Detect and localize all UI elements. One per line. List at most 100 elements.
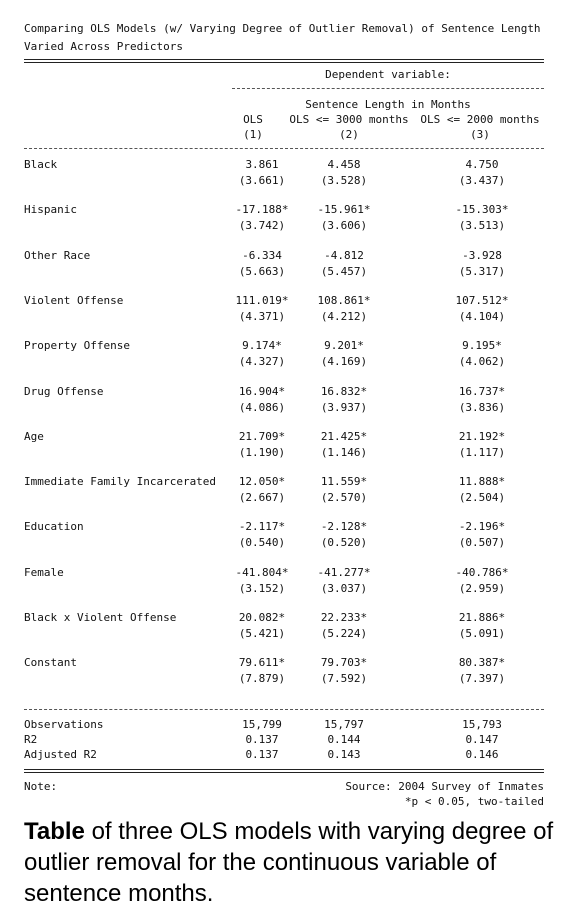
model-3-name: OLS <= 2000 months — [420, 113, 540, 126]
top-double-rule — [24, 59, 544, 63]
standard-error: (3.836) — [458, 401, 506, 414]
standard-error: (7.879) — [238, 672, 286, 685]
standard-error: (5.224) — [320, 627, 368, 640]
standard-error: (4.086) — [238, 401, 286, 414]
coefficient-cell: -3.928 (5.317) — [432, 248, 532, 280]
coefficient-value: 79.703* — [320, 656, 368, 669]
coefficient-cell: -2.196* (0.507) — [432, 519, 532, 551]
coefficient-value: 4.750 — [465, 158, 499, 171]
standard-error: (5.457) — [320, 265, 368, 278]
dependent-variable-label: Dependent variable: — [325, 68, 451, 81]
coefficient-cell: 21.886* (5.091) — [432, 610, 532, 642]
standard-error: (1.117) — [458, 446, 506, 459]
coefficient-value: -15.303* — [455, 203, 509, 216]
coefficient-value: -6.334 — [242, 249, 282, 262]
row-label: Drug Offense — [24, 385, 104, 398]
coefficient-value: 11.559* — [320, 475, 368, 488]
coefficient-value: -15.961* — [317, 203, 371, 216]
row-label: Constant — [24, 656, 77, 669]
model-3-number: (3) — [470, 128, 490, 141]
bottom-double-rule — [24, 769, 544, 773]
statistic-label: R2 — [24, 733, 38, 746]
caption-text: of three OLS models with varying degree … — [24, 818, 554, 907]
standard-error: (1.190) — [238, 446, 286, 459]
coefficient-value: -41.277* — [317, 566, 371, 579]
row-label: Female — [24, 566, 64, 579]
coefficient-cell: 12.050* (2.667) — [222, 474, 302, 506]
standard-error: (3.513) — [458, 219, 506, 232]
coefficient-value: 21.192* — [458, 430, 506, 443]
model-2-name: OLS <= 3000 months — [289, 113, 409, 126]
coefficient-cell: -2.117* (0.540) — [222, 519, 302, 551]
coefficient-value: -2.128* — [320, 520, 368, 533]
coefficient-value: -2.117* — [238, 520, 286, 533]
coefficient-cell: 22.233* (5.224) — [304, 610, 384, 642]
coefficient-cell: 107.512* (4.104) — [432, 293, 532, 325]
coefficient-value: 21.425* — [320, 430, 368, 443]
standard-error: (5.663) — [238, 265, 286, 278]
statistic-value: 0.137 — [245, 748, 279, 761]
coefficient-value: 79.611* — [238, 656, 286, 669]
statistic-value: 15,797 — [324, 718, 364, 731]
coefficient-cell: 79.703* (7.592) — [304, 655, 384, 687]
coefficient-value: 111.019* — [235, 294, 289, 307]
coefficient-cell: -40.786* (2.959) — [432, 565, 532, 597]
row-label: Violent Offense — [24, 294, 124, 307]
table-title-line1: Comparing OLS Models (w/ Varying Degree … — [24, 22, 541, 35]
coefficient-value: 21.886* — [458, 611, 506, 624]
coefficient-cell: -17.188* (3.742) — [222, 202, 302, 234]
row-label: Immediate Family Incarcerated — [24, 475, 217, 488]
standard-error: (3.606) — [320, 219, 368, 232]
standard-error: (5.317) — [458, 265, 506, 278]
standard-error: (3.742) — [238, 219, 286, 232]
coefficient-value: 9.195* — [462, 339, 502, 352]
coefficient-value: -17.188* — [235, 203, 289, 216]
standard-error: (2.504) — [458, 491, 506, 504]
coefficient-value: 4.458 — [327, 158, 361, 171]
statistic-label: Observations — [24, 718, 104, 731]
coefficient-value: 12.050* — [238, 475, 286, 488]
row-label: Hispanic — [24, 203, 77, 216]
standard-error: (3.937) — [320, 401, 368, 414]
coefficient-cell: -41.804* (3.152) — [222, 565, 302, 597]
coefficient-cell: 4.750 (3.437) — [432, 157, 532, 189]
standard-error: (3.152) — [238, 582, 286, 595]
standard-error: (5.421) — [238, 627, 286, 640]
stats-top-rule — [24, 709, 544, 710]
row-label: Other Race — [24, 249, 91, 262]
standard-error: (4.327) — [238, 355, 286, 368]
standard-error: (3.528) — [320, 174, 368, 187]
coefficient-value: -3.928 — [462, 249, 502, 262]
model-2-number: (2) — [339, 128, 359, 141]
coefficient-cell: 4.458 (3.528) — [304, 157, 384, 189]
standard-error: (7.592) — [320, 672, 368, 685]
coefficient-cell: 21.709* (1.190) — [222, 429, 302, 461]
standard-error: (0.520) — [320, 536, 368, 549]
coefficient-cell: 11.559* (2.570) — [304, 474, 384, 506]
coefficient-cell: 21.192* (1.117) — [432, 429, 532, 461]
note-source: Source: 2004 Survey of Inmates — [345, 780, 544, 793]
note-significance: *p < 0.05, two-tailed — [404, 795, 544, 808]
standard-error: (4.169) — [320, 355, 368, 368]
coefficient-value: 107.512* — [455, 294, 509, 307]
coefficient-cell: 79.611* (7.879) — [222, 655, 302, 687]
standard-error: (5.091) — [458, 627, 506, 640]
model-1-number: (1) — [243, 128, 263, 141]
standard-error: (1.146) — [320, 446, 368, 459]
standard-error: (7.397) — [458, 672, 506, 685]
coefficient-value: -40.786* — [455, 566, 509, 579]
statistic-label: Adjusted R2 — [24, 748, 97, 761]
caption-bold: Table — [24, 818, 85, 845]
statistic-value: 0.146 — [465, 748, 499, 761]
coefficient-value: 11.888* — [458, 475, 506, 488]
note-label: Note: — [24, 780, 58, 793]
model-1-name: OLS — [243, 113, 263, 126]
statistic-value: 0.143 — [327, 748, 361, 761]
coefficient-value: 16.737* — [458, 385, 506, 398]
coefficient-cell: 9.195* (4.062) — [432, 338, 532, 370]
coefficient-value: 16.832* — [320, 385, 368, 398]
coefficient-value: 108.861* — [317, 294, 371, 307]
coefficient-cell: -4.812 (5.457) — [304, 248, 384, 280]
standard-error: (3.437) — [458, 174, 506, 187]
coefficient-value: 20.082* — [238, 611, 286, 624]
